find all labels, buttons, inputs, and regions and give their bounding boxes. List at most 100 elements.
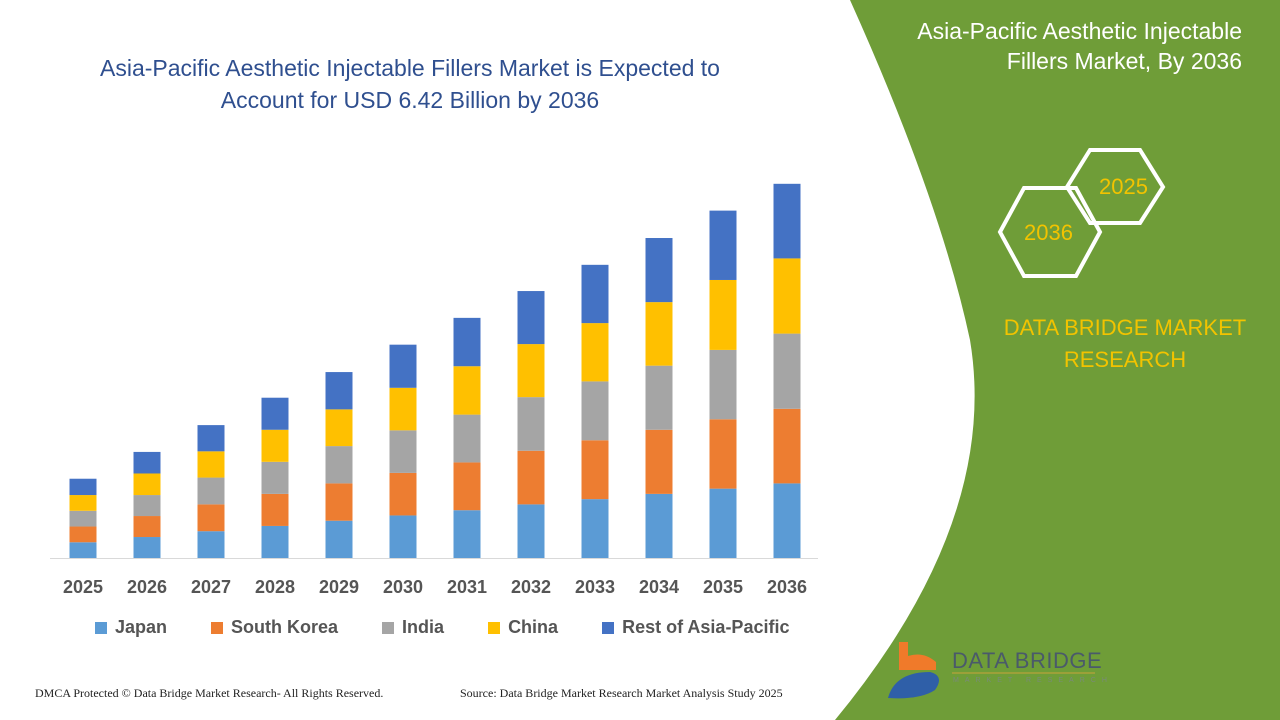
footer-source: Source: Data Bridge Market Research Mark…	[460, 686, 783, 700]
bar-china-2025	[69, 495, 97, 511]
bar-japan-2028	[261, 525, 289, 558]
x-tick-label: 2033	[575, 577, 615, 597]
bar-japan-2027	[197, 531, 225, 558]
bar-south-korea-2029	[325, 483, 353, 521]
bar-rest-of-asia-pacific-2034	[645, 238, 673, 303]
bar-rest-of-asia-pacific-2036	[773, 183, 801, 259]
legend-swatch	[95, 621, 107, 634]
legend-swatch	[602, 621, 615, 634]
x-tick-label: 2032	[511, 577, 551, 597]
legend-label: Japan	[115, 617, 168, 637]
stacked-bar-chart: 2025 2026 2027 2028 2029 2030 2031 2032 2033 2034…	[50, 183, 818, 597]
x-tick-label: 2035	[703, 577, 743, 597]
bar-japan-2036	[773, 483, 801, 558]
bar-china-2032	[517, 344, 545, 398]
hex-label-2025: 2025	[1099, 174, 1148, 199]
bar-rest-of-asia-pacific-2035	[709, 210, 737, 280]
bar-china-2031	[453, 366, 481, 415]
bar-rest-of-asia-pacific-2026	[133, 451, 161, 474]
bar-india-2028	[261, 461, 289, 494]
bar-south-korea-2026	[133, 516, 161, 538]
x-tick-label: 2026	[127, 577, 167, 597]
bar-china-2034	[645, 302, 673, 366]
bar-rest-of-asia-pacific-2027	[197, 425, 225, 452]
bar-india-2036	[773, 333, 801, 409]
legend-label: South Korea	[231, 617, 339, 637]
bar-china-2033	[581, 323, 609, 382]
bar-japan-2033	[581, 499, 609, 558]
x-tick-label: 2031	[447, 577, 487, 597]
bar-india-2031	[453, 414, 481, 463]
bar-rest-of-asia-pacific-2028	[261, 397, 289, 430]
legend-label: China	[508, 617, 559, 637]
x-tick-label: 2030	[383, 577, 423, 597]
legend-label: Rest of Asia-Pacific	[622, 617, 790, 637]
bar-india-2033	[581, 381, 609, 441]
bar-india-2026	[133, 495, 161, 517]
bar-india-2035	[709, 349, 737, 420]
bar-rest-of-asia-pacific-2025	[69, 478, 97, 496]
legend-label: India	[402, 617, 445, 637]
x-tick-label: 2029	[319, 577, 359, 597]
bar-south-korea-2035	[709, 419, 737, 489]
hexagon-2036	[997, 186, 1103, 278]
bar-japan-2034	[645, 493, 673, 558]
brand-text: DATA BRIDGE MARKET RESEARCH	[1003, 315, 1247, 372]
bar-china-2036	[773, 258, 801, 334]
bar-south-korea-2032	[517, 450, 545, 505]
bar-south-korea-2028	[261, 493, 289, 526]
bar-japan-2031	[453, 510, 481, 558]
bar-japan-2032	[517, 504, 545, 558]
legend-swatch	[382, 621, 395, 634]
legend-item-japan: Japan	[95, 617, 167, 638]
bar-rest-of-asia-pacific-2030	[389, 344, 417, 388]
bar-india-2025	[69, 510, 97, 527]
bar-japan-2029	[325, 520, 353, 558]
footer-copyright: DMCA Protected © Data Bridge Market Rese…	[35, 686, 384, 700]
legend-item-rest-of-asia-pacific: Rest of Asia-Pacific	[602, 617, 789, 638]
bar-china-2028	[261, 429, 289, 462]
x-tick-label: 2028	[255, 577, 295, 597]
legend: Japan South Korea India China Rest of As…	[95, 617, 789, 638]
logo-mark	[888, 642, 1095, 699]
chart-title: Asia-Pacific Aesthetic Injectable Filler…	[100, 55, 720, 113]
bar-japan-2030	[389, 515, 417, 558]
bar-rest-of-asia-pacific-2032	[517, 291, 545, 345]
green-side-panel	[835, 0, 1280, 720]
bar-china-2027	[197, 451, 225, 478]
bar-rest-of-asia-pacific-2033	[581, 264, 609, 324]
bar-south-korea-2031	[453, 462, 481, 511]
bar-south-korea-2033	[581, 440, 609, 500]
bar-japan-2025	[69, 542, 97, 558]
legend-item-india: India	[382, 617, 444, 638]
bar-india-2027	[197, 477, 225, 505]
bar-india-2029	[325, 446, 353, 484]
bar-japan-2035	[709, 488, 737, 558]
x-tick-label: 2025	[63, 577, 103, 597]
logo-text: DATA BRIDGE	[952, 648, 1103, 673]
bar-south-korea-2036	[773, 408, 801, 484]
bar-china-2030	[389, 387, 417, 431]
legend-swatch	[488, 621, 501, 634]
bar-rest-of-asia-pacific-2031	[453, 317, 481, 367]
bar-south-korea-2025	[69, 526, 97, 543]
bar-india-2032	[517, 397, 545, 451]
x-tick-label: 2027	[191, 577, 231, 597]
x-tick-label: 2036	[767, 577, 807, 597]
bar-south-korea-2034	[645, 429, 673, 494]
bar-china-2035	[709, 279, 737, 350]
hex-label-2036: 2036	[1024, 220, 1073, 245]
x-tick-label: 2034	[639, 577, 679, 597]
bar-china-2029	[325, 409, 353, 447]
side-panel-title: Asia-Pacific Aesthetic Injectable Filler…	[917, 18, 1242, 74]
legend-item-south-korea: South Korea	[211, 617, 338, 638]
bar-india-2034	[645, 365, 673, 430]
bar-japan-2026	[133, 537, 161, 558]
logo-subtext: MARKET RESEARCH	[953, 677, 1113, 684]
bar-south-korea-2027	[197, 504, 225, 532]
legend-item-china: China	[488, 617, 558, 638]
bar-china-2026	[133, 473, 161, 496]
bar-india-2030	[389, 430, 417, 473]
legend-swatch	[211, 621, 224, 634]
